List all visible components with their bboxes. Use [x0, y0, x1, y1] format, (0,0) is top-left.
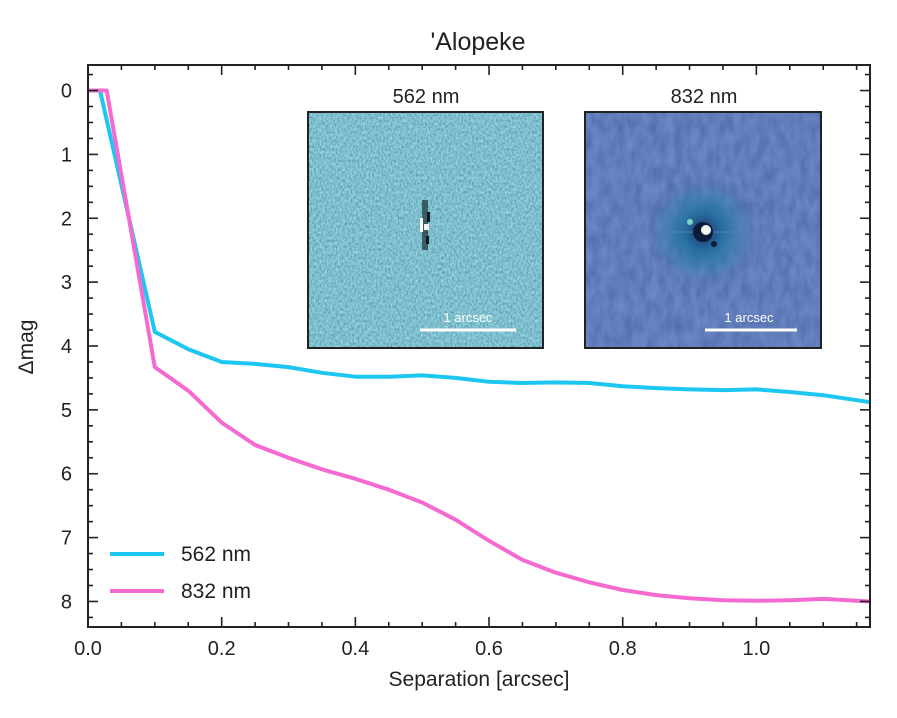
tick-labels: 0.0 0.2 0.4 0.6 0.8 1.0 0 1 2 3 4 5 6 7 8: [61, 81, 770, 660]
legend-label-832: 832 nm: [181, 580, 251, 603]
y-axis-label: Δmag: [15, 320, 38, 375]
series-line-562-nm: [88, 88, 871, 405]
inset-562: 562 nm 1 arcsec: [307, 86, 544, 349]
chart-title: 'Alopeke: [430, 28, 525, 56]
inset-frame-562: [307, 111, 544, 349]
inset-title-562: 562 nm: [393, 86, 460, 108]
x-axis-label: Separation [arcsec]: [389, 668, 570, 691]
inset-star-562: [420, 200, 430, 250]
x-tick-label: 1.0: [742, 638, 770, 660]
x-tick-label: 0.2: [208, 638, 236, 660]
series-line-832-nm: [88, 88, 871, 604]
y-tick-label: 5: [61, 400, 72, 422]
x-tick-label: 0.0: [74, 638, 102, 660]
y-tick-label: 4: [61, 336, 72, 358]
inset-frame-832: [584, 111, 822, 349]
inset-832: 832 nm 1 arcsec: [584, 86, 822, 349]
y-tick-label: 1: [61, 144, 72, 166]
y-tick-label: 8: [61, 591, 72, 613]
inset-title-832: 832 nm: [671, 86, 738, 108]
data-lines: [88, 88, 871, 604]
scale-label-832: 1 arcsec: [724, 310, 774, 325]
legend-label-562: 562 nm: [181, 543, 251, 566]
x-tick-label: 0.6: [475, 638, 503, 660]
y-tick-label: 3: [61, 272, 72, 294]
x-tick-label: 0.8: [609, 638, 637, 660]
ticks: [87, 65, 870, 627]
y-tick-label: 7: [61, 528, 72, 550]
y-tick-label: 2: [61, 208, 72, 230]
scale-label-562: 1 arcsec: [443, 310, 493, 325]
inset-star-832: [687, 219, 717, 247]
y-tick-label: 0: [61, 81, 72, 103]
x-tick-label: 0.4: [341, 638, 369, 660]
legend: 562 nm 832 nm: [110, 543, 251, 603]
y-tick-label: 6: [61, 464, 72, 486]
